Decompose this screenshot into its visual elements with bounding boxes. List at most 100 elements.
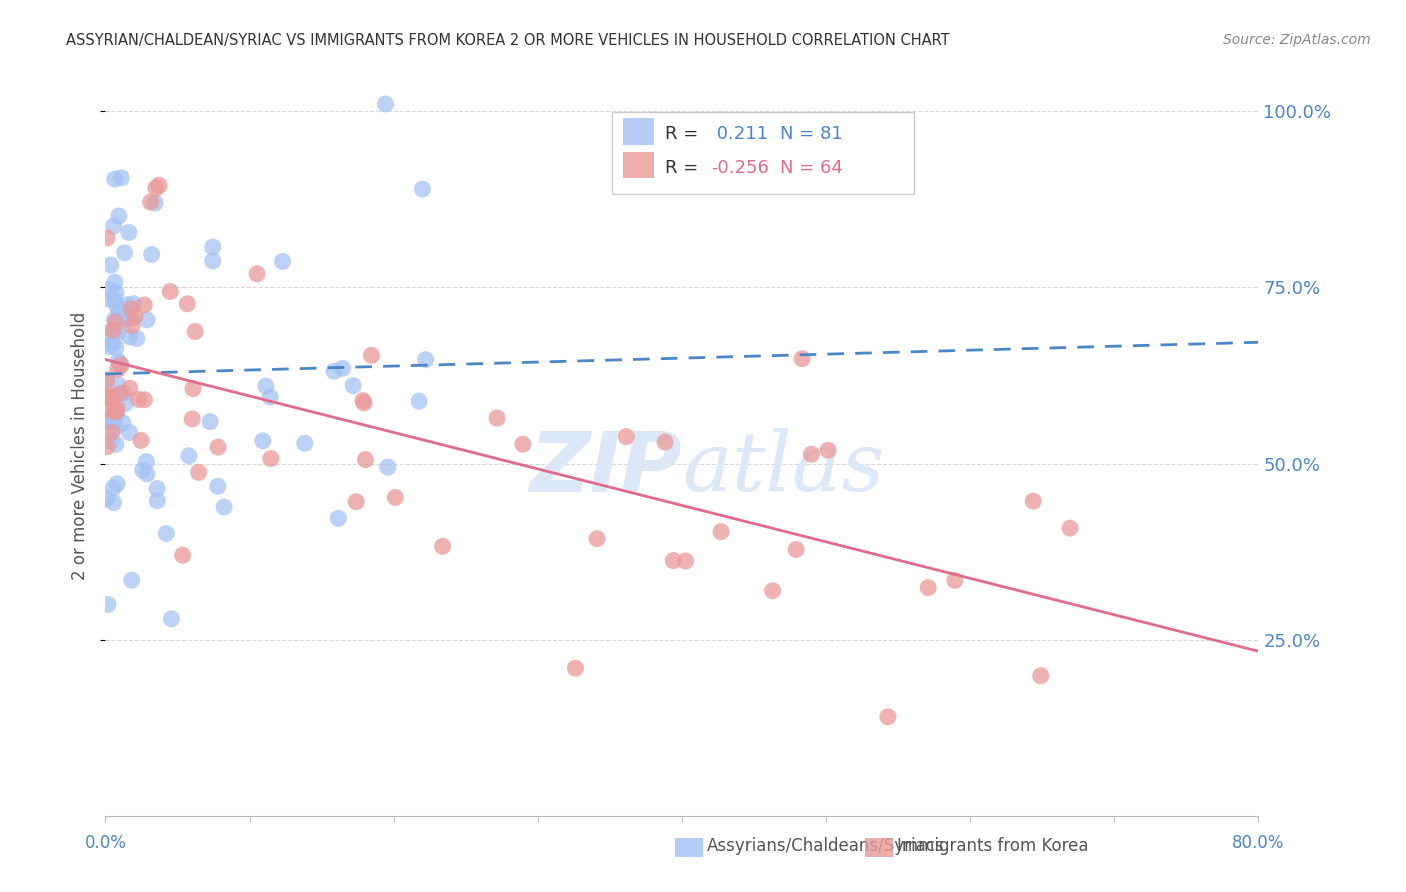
Point — [614, 429, 637, 443]
Point — [271, 254, 294, 268]
Y-axis label: 2 or more Vehicles in Household: 2 or more Vehicles in Household — [72, 312, 90, 580]
Point — [105, 476, 128, 491]
Point — [354, 452, 377, 467]
Text: ASSYRIAN/CHALDEAN/SYRIAC VS IMMIGRANTS FROM KOREA 2 OR MORE VEHICLES IN HOUSEHOL: ASSYRIAN/CHALDEAN/SYRIAC VS IMMIGRANTS F… — [66, 33, 949, 48]
Point — [212, 500, 235, 514]
Text: 0.211: 0.211 — [711, 125, 769, 143]
Point — [124, 310, 146, 324]
Point — [408, 394, 430, 409]
Point — [96, 440, 118, 454]
Point — [136, 313, 159, 327]
Point — [120, 301, 142, 316]
Point — [107, 326, 129, 340]
Point — [107, 301, 129, 315]
Point — [98, 415, 121, 429]
Point — [103, 495, 125, 509]
Text: ZIP: ZIP — [529, 427, 682, 508]
Point — [118, 226, 141, 240]
Point — [96, 373, 118, 387]
Point — [96, 374, 118, 388]
Text: 0.0%: 0.0% — [84, 834, 127, 852]
Point — [134, 298, 156, 312]
Point — [131, 463, 153, 477]
Point — [139, 195, 162, 210]
Point — [141, 247, 163, 261]
Point — [917, 581, 939, 595]
Point — [107, 362, 129, 376]
Point — [104, 172, 127, 186]
Point — [104, 341, 127, 355]
Point — [104, 275, 127, 289]
Point — [374, 97, 396, 112]
Point — [201, 253, 224, 268]
Point — [105, 323, 128, 337]
Text: N = 64: N = 64 — [780, 159, 844, 177]
Point — [148, 178, 170, 193]
Point — [104, 421, 127, 435]
Point — [411, 182, 433, 196]
Point — [96, 336, 118, 351]
Point — [415, 352, 437, 367]
Point — [207, 479, 229, 493]
Point — [121, 318, 143, 333]
Point — [710, 524, 733, 539]
Point — [172, 548, 194, 562]
Point — [512, 437, 534, 451]
Point — [198, 415, 221, 429]
Point — [117, 297, 139, 311]
Point — [800, 447, 823, 461]
Point — [342, 378, 364, 392]
Point — [112, 385, 135, 400]
Point — [254, 379, 277, 393]
Point — [146, 493, 169, 508]
Point — [103, 395, 125, 409]
Point — [432, 539, 454, 553]
Point — [817, 443, 839, 458]
Point — [785, 542, 807, 557]
Point — [762, 583, 785, 598]
Point — [96, 491, 118, 506]
Point — [108, 304, 131, 318]
Point — [377, 460, 399, 475]
Point — [564, 661, 586, 675]
Point — [384, 491, 406, 505]
Point — [105, 401, 128, 416]
Point — [294, 436, 316, 450]
Point — [177, 449, 200, 463]
Point — [101, 390, 124, 404]
Point — [207, 440, 229, 454]
Point — [104, 437, 127, 451]
Point — [100, 412, 122, 426]
Point — [1022, 494, 1045, 508]
Point — [943, 574, 966, 588]
Text: Assyrians/Chaldeans/Syriacs: Assyrians/Chaldeans/Syriacs — [707, 837, 945, 855]
Text: Source: ZipAtlas.com: Source: ZipAtlas.com — [1223, 33, 1371, 47]
Point — [96, 231, 118, 245]
Point — [96, 389, 118, 403]
Point — [110, 170, 132, 185]
Point — [101, 323, 124, 337]
Point — [96, 411, 118, 425]
Point — [332, 361, 354, 376]
Point — [135, 467, 157, 481]
Point — [118, 425, 141, 440]
Text: R =: R = — [665, 159, 704, 177]
Text: 80.0%: 80.0% — [1232, 834, 1285, 852]
Point — [114, 245, 136, 260]
Point — [877, 710, 900, 724]
Point — [97, 598, 120, 612]
Point — [176, 297, 198, 311]
Point — [96, 402, 118, 417]
Point — [114, 397, 136, 411]
Point — [101, 413, 124, 427]
Point — [260, 451, 283, 466]
Point — [105, 285, 128, 300]
Point — [122, 296, 145, 310]
Point — [128, 392, 150, 407]
Point — [181, 412, 204, 426]
Point — [252, 434, 274, 448]
Point — [323, 364, 346, 378]
Point — [134, 392, 156, 407]
Point — [145, 181, 167, 195]
Point — [121, 573, 143, 587]
